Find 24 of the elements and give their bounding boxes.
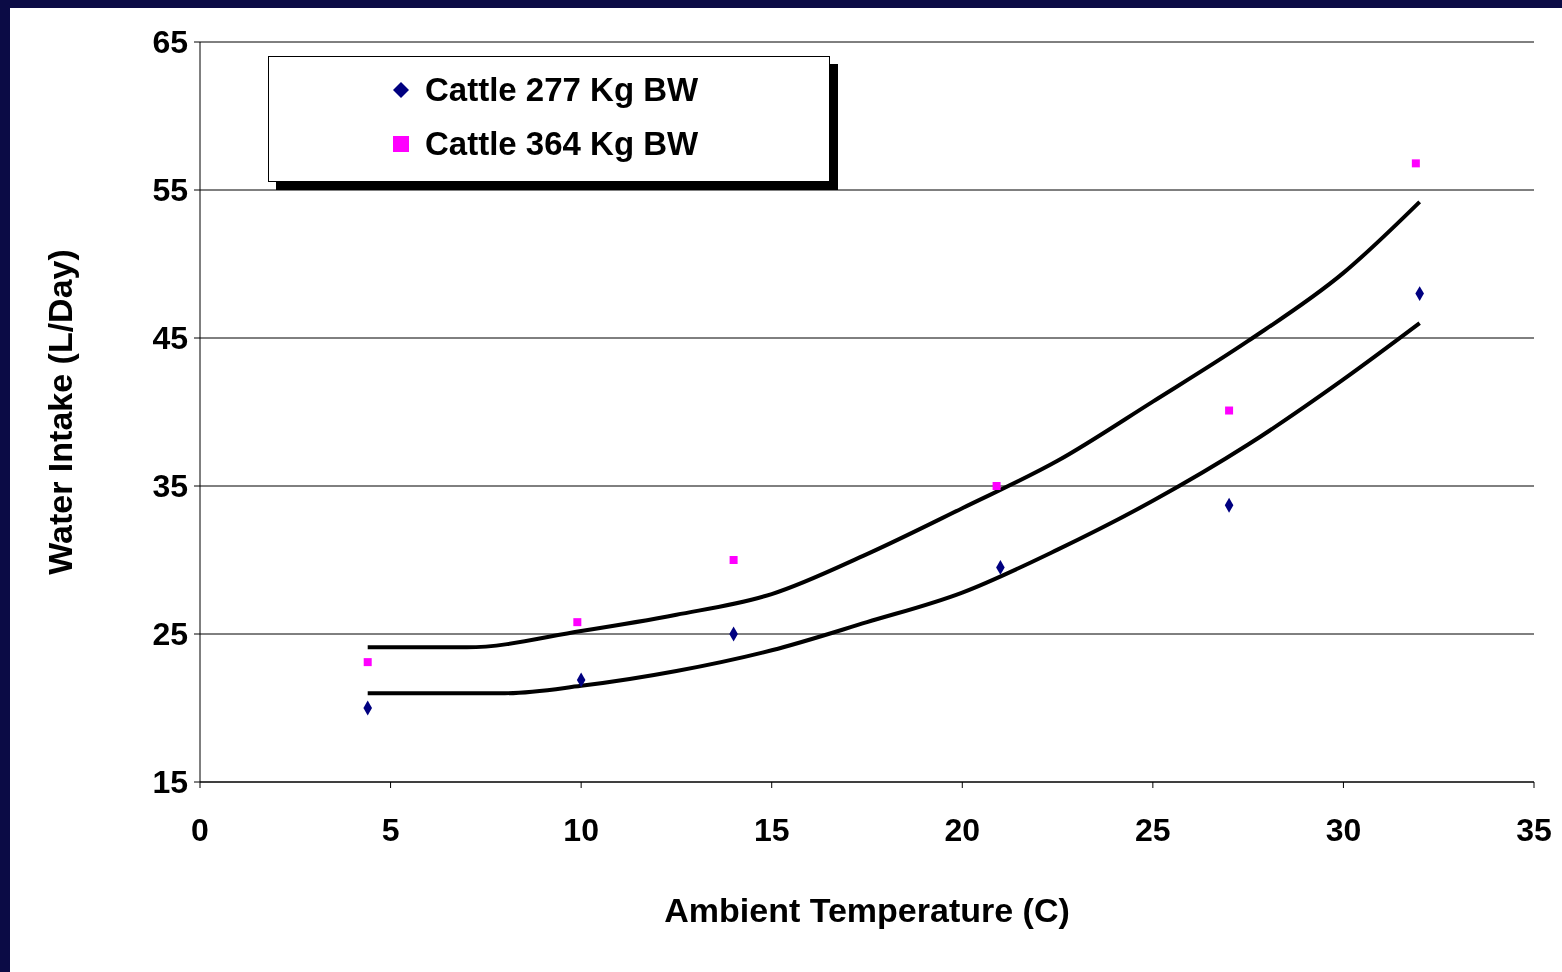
y-tick-label: 55 xyxy=(152,172,188,209)
legend-label: Cattle 364 Kg BW xyxy=(425,125,699,163)
point xyxy=(363,658,372,667)
x-tick-label: 10 xyxy=(563,811,599,848)
legend-label: Cattle 277 Kg BW xyxy=(425,71,699,109)
y-tick-label: 15 xyxy=(152,764,188,801)
point xyxy=(573,618,582,627)
x-tick-label: 30 xyxy=(1325,811,1362,848)
point xyxy=(992,482,1001,490)
y-tick-label: 65 xyxy=(152,24,188,61)
point xyxy=(1411,159,1420,168)
x-tick-label: 35 xyxy=(1516,811,1552,848)
y-tick-label: 35 xyxy=(152,468,188,505)
point xyxy=(1225,406,1234,415)
y-tick-label: 25 xyxy=(152,616,188,653)
y-tick-label: 45 xyxy=(152,320,188,357)
x-tick-label: 20 xyxy=(944,811,981,848)
x-tick-label: 5 xyxy=(381,811,400,848)
x-tick-label: 15 xyxy=(753,811,790,848)
x-tick-label: 0 xyxy=(191,811,209,848)
x-tick-label: 25 xyxy=(1135,811,1171,848)
y-axis-title: Water Intake (L/Day) xyxy=(41,249,80,575)
point xyxy=(729,556,738,564)
x-axis-title: Ambient Temperature (C) xyxy=(664,891,1070,929)
